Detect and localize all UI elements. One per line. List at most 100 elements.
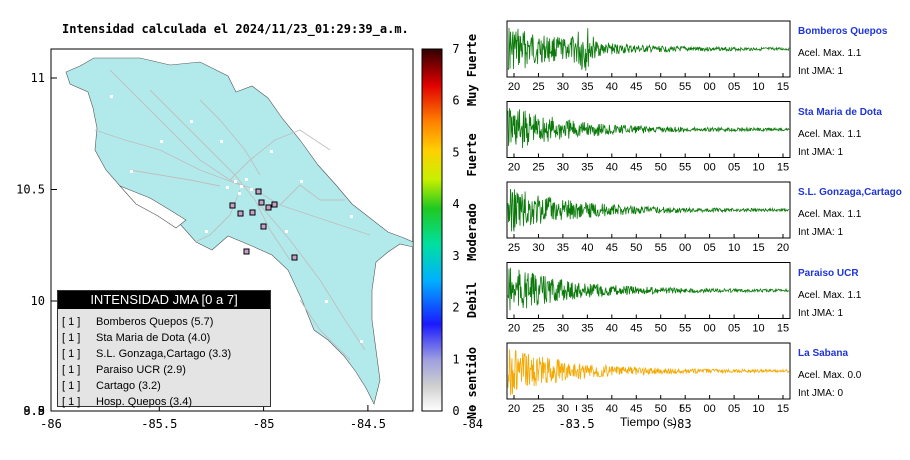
time-tick-label: 40 xyxy=(606,162,618,174)
time-tick-label: 45 xyxy=(630,81,642,93)
road-network xyxy=(94,69,371,361)
seismogram-panel: 20 25 30 35 40 45 50 55 00 05 10 15 xyxy=(506,20,791,93)
time-tick-label: 25 xyxy=(532,162,544,174)
x-tick-label: -83.5 xyxy=(558,417,594,431)
time-tick-label: 15 xyxy=(777,323,789,335)
time-tick-label: 00 xyxy=(704,403,716,415)
scale-category-label: Muy Fuerte xyxy=(465,34,479,106)
time-tick-label: 30 xyxy=(557,162,569,174)
time-tick-label: 05 xyxy=(728,162,740,174)
time-tick-label: 35 xyxy=(581,162,593,174)
event-stations xyxy=(229,188,298,261)
seismogram-panel: 20 25 30 35 40 45 50 55 00 05 10 15 xyxy=(506,262,791,335)
station-max-acceleration: Acel. Max. 1.1 xyxy=(798,209,862,220)
scale-tick-label: 7 xyxy=(452,42,459,56)
station-max-acceleration: Acel. Max. 1.1 xyxy=(798,289,862,301)
legend-item-label: Hosp. Quepos (3.4) xyxy=(96,396,192,408)
time-tick-label: 15 xyxy=(777,403,789,415)
time-tick-label: 20 xyxy=(777,242,789,254)
time-tick-label: 55 xyxy=(679,323,691,335)
time-tick-label: 45 xyxy=(630,162,642,174)
time-tick-label: 40 xyxy=(581,242,593,254)
time-tick-label: 05 xyxy=(728,81,740,93)
station-max-acceleration: Acel. Max. 1.1 xyxy=(798,128,862,140)
time-tick-label: 40 xyxy=(606,323,618,335)
time-tick-label: 35 xyxy=(557,242,569,254)
scale-tick-label: 2 xyxy=(452,301,459,315)
legend-item-label: S.L. Gonzaga,Cartago (3.3) xyxy=(96,348,232,360)
time-tick-label: 10 xyxy=(728,242,740,254)
station-name: S.L. Gonzaga,Cartago xyxy=(798,187,902,198)
legend-item-bracket: [ 1 ] xyxy=(62,332,81,344)
time-tick-label: 20 xyxy=(508,81,520,93)
scale-tick-label: 3 xyxy=(452,249,459,263)
station-jma-intensity: Int JMA: 1 xyxy=(798,146,844,158)
legend-item-bracket: [ 1 ] xyxy=(62,396,81,408)
x-tick-label: -85.5 xyxy=(141,417,177,431)
time-tick-label: 00 xyxy=(704,81,716,93)
legend-item: [ 1 ] Paraiso UCR (2.9) xyxy=(58,362,270,378)
time-tick-label: 35 xyxy=(581,81,593,93)
x-tick-label: -86 xyxy=(40,417,62,431)
time-tick-label: 20 xyxy=(508,403,520,415)
costa-rica-landmass xyxy=(65,57,413,405)
station-markers xyxy=(110,95,363,343)
scale-tick-label: 1 xyxy=(452,352,459,366)
scale-tick-label: 5 xyxy=(452,145,459,159)
time-tick-label: 50 xyxy=(655,81,667,93)
time-tick-label: 30 xyxy=(557,81,569,93)
station-max-acceleration: Acel. Max. 1.1 xyxy=(798,48,862,59)
time-tick-label: 10 xyxy=(752,81,764,93)
legend-item-bracket: [ 1 ] xyxy=(62,316,81,328)
legend-item-label: Bomberos Quepos (5.7) xyxy=(96,316,214,328)
scale-tick-label: 0 xyxy=(452,404,459,418)
scale-category-label: Debil xyxy=(465,282,479,318)
time-tick-label: 10 xyxy=(752,403,764,415)
seismogram-panel: 20 25 30 35 40 45 50 55 00 05 10 15 xyxy=(506,101,791,174)
station-jma-intensity: Int JMA: 1 xyxy=(798,307,844,319)
seismogram-panel: 25 30 35 40 45 50 55 00 05 10 15 20 xyxy=(506,181,791,254)
legend-title: INTENSIDAD JMA [0 a 7] xyxy=(58,291,270,309)
time-tick-label: 15 xyxy=(777,162,789,174)
time-tick-label: 05 xyxy=(704,242,716,254)
time-tick-label: 10 xyxy=(752,323,764,335)
time-tick-label: 25 xyxy=(532,403,544,415)
time-tick-label: 45 xyxy=(630,323,642,335)
time-tick-label: 30 xyxy=(532,242,544,254)
waveform-trace xyxy=(507,27,790,71)
y-tick-label: 11 xyxy=(31,71,45,85)
time-tick-label: 45 xyxy=(606,242,618,254)
legend-item: [ 1 ] Sta Maria de Dota (4.0) xyxy=(58,330,270,346)
legend-item-label: Sta Maria de Dota (4.0) xyxy=(96,332,211,344)
legend-item-bracket: [ 1 ] xyxy=(62,364,81,376)
time-tick-label: 20 xyxy=(508,323,520,335)
time-tick-label: 05 xyxy=(728,403,740,415)
y-tick-label: 9 xyxy=(38,404,45,418)
time-tick-label: 30 xyxy=(557,403,569,415)
waveform-trace xyxy=(507,267,790,311)
station-name: La Sabana xyxy=(798,348,849,359)
intensity-legend: INTENSIDAD JMA [0 a 7] [ 1 ] Bomberos Que… xyxy=(57,290,271,408)
time-tick-label: 30 xyxy=(557,323,569,335)
time-tick-label: 15 xyxy=(777,81,789,93)
time-tick-label: 55 xyxy=(679,81,691,93)
y-tick-label: 9.5 xyxy=(23,404,45,418)
time-tick-label: 15 xyxy=(752,242,764,254)
time-tick-label: 50 xyxy=(655,403,667,415)
station-name: Paraiso UCR xyxy=(798,267,859,279)
seismogram-panel: 20 25 30 35 40 45 50 55 00 05 10 15 xyxy=(506,342,791,415)
legend-item: [ 1 ] S.L. Gonzaga,Cartago (3.3) xyxy=(58,346,270,362)
time-tick-label: 25 xyxy=(532,81,544,93)
legend-item: [ 1 ] Bomberos Quepos (5.7) xyxy=(58,314,270,330)
time-tick-label: 50 xyxy=(655,323,667,335)
legend-item: [ 1 ] Cartago (3.2) xyxy=(58,378,270,394)
time-tick-label: 55 xyxy=(679,162,691,174)
waveform-trace xyxy=(507,188,790,232)
time-tick-label: 50 xyxy=(630,242,642,254)
time-tick-label: 20 xyxy=(508,162,520,174)
x-tick-label: -84.5 xyxy=(350,417,386,431)
time-tick-label: 45 xyxy=(630,403,642,415)
legend-item-label: Cartago (3.2) xyxy=(96,380,161,392)
legend-item-bracket: [ 1 ] xyxy=(62,348,81,360)
